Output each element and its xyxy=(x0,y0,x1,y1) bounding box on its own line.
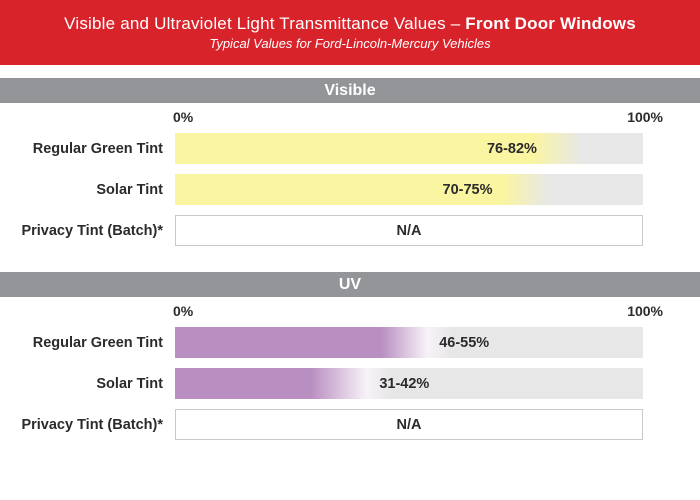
row-label: Privacy Tint (Batch)* xyxy=(21,416,163,433)
axis-labels-uv: 0% 100% xyxy=(173,303,663,323)
section-header-uv: UV xyxy=(0,272,700,297)
transmittance-bar: 70-75% xyxy=(175,174,643,205)
row-label: Solar Tint xyxy=(96,375,163,392)
value-label: 76-82% xyxy=(486,140,537,157)
bar-row-uv-regular-green-tint: Regular Green Tint 46-55% xyxy=(0,327,700,358)
row-label: Regular Green Tint xyxy=(32,334,163,351)
bar-row-visible-regular-green-tint: Regular Green Tint 76-82% xyxy=(0,133,700,164)
row-label: Regular Green Tint xyxy=(32,140,163,157)
page-title-emphasis: Front Door Windows xyxy=(465,13,636,33)
axis-max-label: 100% xyxy=(627,109,663,125)
section-uv: UV 0% 100% Regular Green Tint 46-55% Sol… xyxy=(0,272,700,440)
section-header-visible: Visible xyxy=(0,78,700,103)
value-label: 46-55% xyxy=(439,334,490,351)
axis-min-label: 0% xyxy=(173,303,194,319)
transmittance-bar: 46-55% xyxy=(175,327,643,358)
header-banner: Visible and Ultraviolet Light Transmitta… xyxy=(0,0,700,65)
bar-row-uv-solar-tint: Solar Tint 31-42% xyxy=(0,368,700,399)
row-label: Privacy Tint (Batch)* xyxy=(21,222,163,239)
axis-labels-visible: 0% 100% xyxy=(173,109,663,129)
row-label: Solar Tint xyxy=(96,181,163,198)
axis-min-label: 0% xyxy=(173,109,194,125)
page-title: Visible and Ultraviolet Light Transmitta… xyxy=(64,14,636,34)
transmittance-bar-na: N/A xyxy=(175,409,643,440)
transmittance-bar: 76-82% xyxy=(175,133,643,164)
axis-max-label: 100% xyxy=(627,303,663,319)
value-label: 70-75% xyxy=(442,181,493,198)
page-subtitle: Typical Values for Ford-Lincoln-Mercury … xyxy=(209,36,491,52)
page-title-main: Visible and Ultraviolet Light Transmitta… xyxy=(64,13,466,33)
value-label: N/A xyxy=(396,222,422,239)
transmittance-bar: 31-42% xyxy=(175,368,643,399)
bar-row-uv-privacy-tint: Privacy Tint (Batch)* N/A xyxy=(0,409,700,440)
value-label: N/A xyxy=(396,416,422,433)
bar-row-visible-solar-tint: Solar Tint 70-75% xyxy=(0,174,700,205)
section-visible: Visible 0% 100% Regular Green Tint 76-82… xyxy=(0,78,700,246)
value-label: 31-42% xyxy=(379,375,430,392)
bar-row-visible-privacy-tint: Privacy Tint (Batch)* N/A xyxy=(0,215,700,246)
transmittance-bar-na: N/A xyxy=(175,215,643,246)
